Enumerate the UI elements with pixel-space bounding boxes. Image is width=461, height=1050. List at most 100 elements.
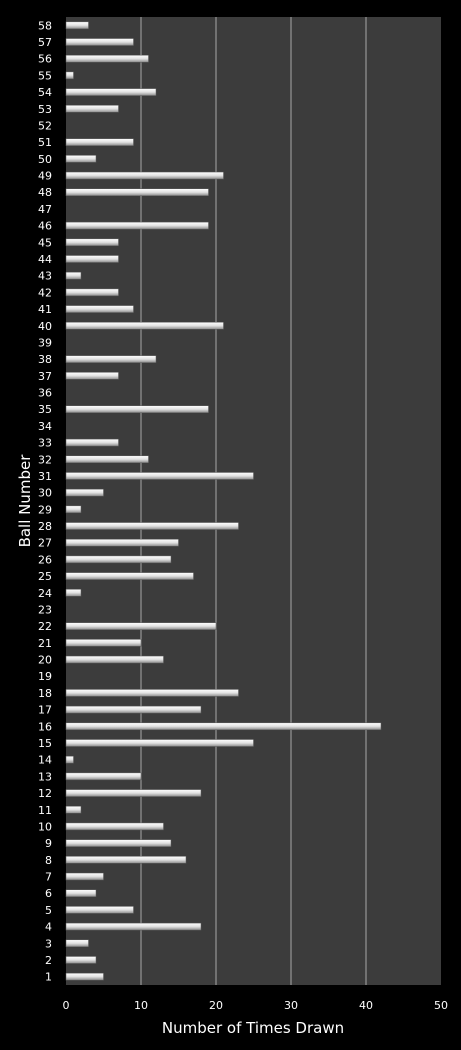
y-tick-label: 2	[45, 954, 52, 967]
y-tick-label: 21	[38, 637, 52, 650]
y-tick-label: 49	[38, 170, 52, 183]
y-tick-label: 1	[45, 971, 52, 984]
bar-ball-20	[65, 655, 164, 664]
y-tick-label: 51	[38, 136, 52, 149]
bar-ball-45	[65, 238, 119, 247]
y-tick-label: 17	[38, 704, 52, 717]
y-tick-label: 9	[45, 837, 52, 850]
bar-ball-55	[65, 71, 74, 80]
y-tick-label: 18	[38, 687, 52, 700]
y-tick-label: 26	[38, 553, 52, 566]
bar-ball-49	[65, 171, 224, 180]
bar-ball-5	[65, 906, 134, 914]
bar-ball-3	[65, 939, 89, 948]
y-tick-label: 43	[38, 270, 52, 283]
bar-ball-58	[65, 21, 89, 30]
bar-ball-27	[65, 538, 179, 547]
bar-ball-24	[65, 589, 82, 597]
y-tick-labels: 1234567891011121314151617181920212223242…	[38, 19, 52, 983]
y-tick-label: 52	[38, 119, 52, 132]
bar-ball-51	[65, 138, 134, 146]
bar-ball-43	[65, 271, 82, 280]
y-tick-label: 10	[38, 820, 52, 833]
y-tick-label: 38	[38, 353, 52, 366]
bar-ball-22	[65, 622, 217, 630]
bar-ball-28	[65, 522, 239, 530]
x-tick-label: 10	[134, 999, 148, 1012]
bar-ball-30	[65, 488, 104, 497]
bar-ball-29	[65, 505, 82, 514]
y-tick-label: 15	[38, 737, 52, 750]
y-axis-title: Ball Number	[16, 454, 34, 548]
bar-ball-9	[65, 839, 172, 847]
bar-ball-8	[65, 856, 187, 864]
y-tick-label: 19	[38, 670, 52, 683]
y-tick-label: 13	[38, 770, 52, 783]
bar-ball-32	[65, 455, 149, 464]
y-tick-label: 23	[38, 603, 52, 616]
bar-ball-13	[65, 772, 142, 781]
y-tick-label: 31	[38, 470, 52, 483]
y-tick-label: 30	[38, 487, 52, 500]
bar-ball-15	[65, 739, 254, 747]
bar-ball-33	[65, 438, 119, 447]
y-tick-label: 6	[45, 887, 52, 900]
y-tick-label: 14	[38, 754, 52, 767]
bar-ball-7	[65, 872, 104, 881]
bar-ball-56	[65, 54, 149, 63]
y-tick-label: 8	[45, 854, 52, 867]
bar-ball-11	[65, 806, 82, 814]
x-tick-label: 50	[434, 999, 448, 1012]
bar-ball-21	[65, 639, 142, 647]
y-tick-label: 16	[38, 720, 52, 733]
y-tick-label: 28	[38, 520, 52, 533]
y-tick-label: 45	[38, 236, 52, 249]
bars	[65, 21, 382, 981]
bar-ball-53	[65, 105, 119, 113]
bar-ball-31	[65, 472, 254, 480]
bar-ball-50	[65, 155, 97, 163]
y-tick-label: 4	[45, 921, 52, 934]
x-tick-label: 30	[284, 999, 298, 1012]
bar-ball-38	[65, 355, 157, 363]
x-tick-label: 0	[63, 999, 70, 1012]
y-tick-label: 48	[38, 186, 52, 199]
bar-ball-2	[65, 956, 97, 964]
bar-ball-40	[65, 322, 224, 330]
y-tick-label: 24	[38, 587, 52, 600]
y-tick-label: 34	[38, 420, 52, 433]
y-tick-label: 5	[45, 904, 52, 917]
bar-ball-16	[65, 722, 382, 731]
y-tick-label: 12	[38, 787, 52, 800]
y-tick-label: 41	[38, 303, 52, 316]
bar-ball-37	[65, 372, 119, 380]
y-tick-label: 37	[38, 370, 52, 383]
y-tick-label: 35	[38, 403, 52, 416]
x-tick-label: 40	[359, 999, 373, 1012]
bar-ball-54	[65, 88, 157, 96]
y-tick-label: 36	[38, 387, 52, 400]
y-tick-label: 56	[38, 53, 52, 66]
bar-ball-41	[65, 305, 134, 313]
y-tick-label: 22	[38, 620, 52, 633]
y-tick-label: 32	[38, 453, 52, 466]
y-tick-label: 50	[38, 153, 52, 166]
y-tick-label: 7	[45, 871, 52, 884]
y-tick-label: 42	[38, 286, 52, 299]
bar-ball-6	[65, 889, 97, 897]
bar-ball-25	[65, 572, 194, 580]
y-tick-label: 29	[38, 503, 52, 516]
bar-ball-35	[65, 405, 209, 413]
y-tick-label: 25	[38, 570, 52, 583]
bar-ball-1	[65, 972, 104, 981]
y-tick-label: 53	[38, 103, 52, 116]
y-tick-label: 33	[38, 437, 52, 450]
bar-ball-46	[65, 221, 209, 230]
y-tick-label: 58	[38, 19, 52, 32]
x-axis-title: Number of Times Drawn	[162, 1019, 344, 1037]
bar-ball-48	[65, 188, 209, 196]
y-tick-label: 39	[38, 336, 52, 349]
y-tick-label: 54	[38, 86, 52, 99]
